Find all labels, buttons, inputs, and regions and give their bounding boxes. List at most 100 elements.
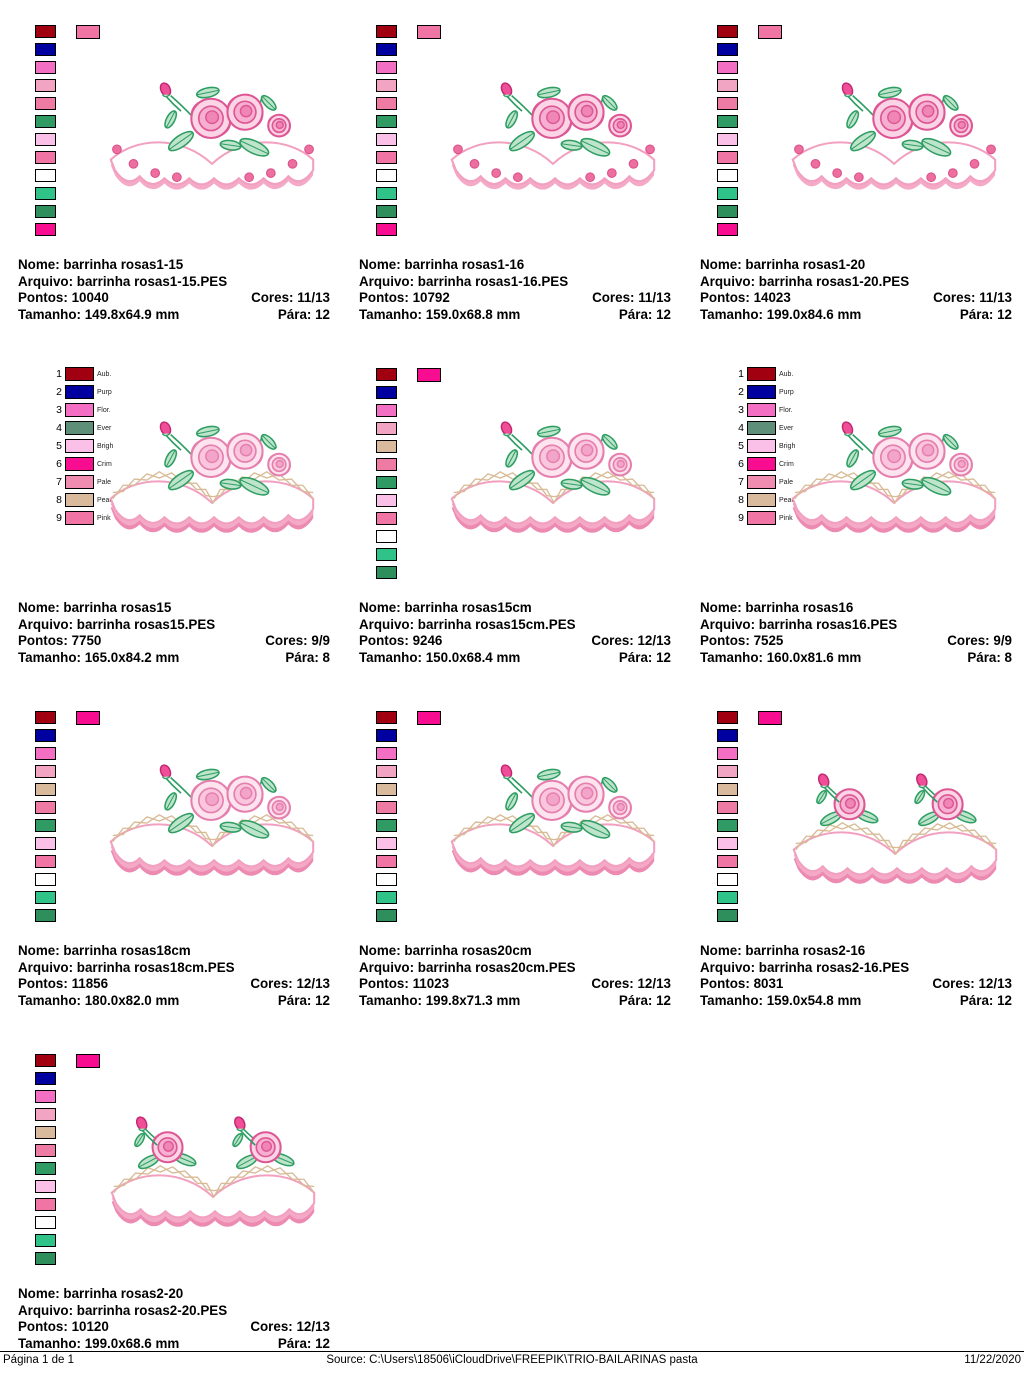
embroidery-design-image [106, 414, 320, 540]
cores-label: Cores: [933, 290, 976, 306]
color-swatch [747, 493, 776, 507]
pontos-label: Pontos: [700, 290, 750, 306]
pontos-label: Pontos: [359, 976, 409, 992]
color-swatch [717, 25, 738, 38]
color-swatch [376, 494, 397, 507]
color-swatch [747, 439, 776, 453]
source-path: Source: C:\Users\18506\iCloudDrive\FREEP… [326, 1354, 698, 1366]
design-info: Nome: barrinha rosas2-16 Arquivo: barrinh… [700, 943, 1012, 1009]
color-number: 1 [738, 368, 744, 380]
design-card: Nome: barrinha rosas1-20 Arquivo: barrinh… [682, 15, 1023, 358]
color-swatch [747, 457, 776, 471]
design-info: Nome: barrinha rosas16 Arquivo: barrinha … [700, 600, 1012, 666]
design-file-value: barrinha rosas18cm.PES [76, 959, 235, 975]
para-group: Pára: 8 [967, 650, 1012, 667]
para-group: Pára: 12 [278, 307, 330, 324]
design-name-value: barrinha rosas15cm [404, 600, 532, 615]
color-swatch [35, 1108, 56, 1121]
color-swatch [717, 151, 738, 164]
para-value: 8 [1004, 649, 1012, 665]
design-file-value: barrinha rosas20cm.PES [417, 959, 576, 975]
design-file-line: Arquivo: barrinha rosas15.PES [18, 617, 330, 634]
nome-label: Nome: [359, 257, 401, 272]
color-number: 5 [738, 440, 744, 452]
nome-label: Nome: [359, 943, 401, 958]
design-file-value: barrinha rosas2-16.PES [758, 959, 910, 975]
para-label: Pára: [277, 992, 312, 1008]
color-swatch [35, 747, 56, 760]
palette-row: 8 Peac [40, 493, 113, 507]
nome-label: Nome: [700, 257, 742, 272]
tamanho-label: Tamanho: [18, 306, 81, 322]
color-number: 5 [56, 440, 62, 452]
design-card: Nome: barrinha rosas2-16 Arquivo: barrinh… [682, 701, 1023, 1044]
para-value: 8 [322, 649, 330, 665]
color-swatch [35, 891, 56, 904]
tamanho-value: 149.8x64.9 mm [84, 306, 180, 322]
color-name: Pale [97, 478, 112, 486]
color-swatch [35, 43, 56, 56]
design-file-line: Arquivo: barrinha rosas18cm.PES [18, 960, 330, 977]
color-swatch [717, 891, 738, 904]
thread-color-palette [717, 25, 738, 236]
design-card: Nome: barrinha rosas15cm Arquivo: barrinh… [341, 358, 682, 701]
pontos-label: Pontos: [18, 633, 68, 649]
para-label: Pára: [959, 306, 994, 322]
para-value: 12 [997, 992, 1012, 1008]
design-stitch-line: Pontos: 10792 Cores: 11/13 [359, 290, 671, 307]
color-name: Flor. [779, 406, 793, 414]
color-swatch-extra [417, 368, 441, 382]
cores-group: Cores: 12/13 [250, 1319, 330, 1336]
design-card: 1 Aub. 2 Purp 3 Flor. 4 Ever 5 Brigh 6 Crim 7 Pale 8 Pe… [0, 358, 341, 701]
design-name-value: barrinha rosas1-20 [745, 257, 866, 272]
tamanho-label: Tamanho: [18, 649, 81, 665]
design-info: Nome: barrinha rosas15cm Arquivo: barrinh… [359, 600, 671, 666]
design-name-value: barrinha rosas15 [63, 600, 172, 615]
tamanho-label: Tamanho: [359, 992, 422, 1008]
palette-row: 1 Aub. [40, 367, 113, 381]
design-size-line: Tamanho: 199.0x68.6 mm Pára: 12 [18, 1336, 330, 1353]
print-date: 11/22/2020 [964, 1354, 1021, 1366]
cores-value: 11/13 [638, 290, 671, 306]
color-name: Crim [779, 460, 794, 468]
design-card: Nome: barrinha rosas1-16 Arquivo: barrinh… [341, 15, 682, 358]
color-swatch [376, 440, 397, 453]
color-swatch [376, 368, 397, 381]
color-name: Ever [97, 424, 112, 432]
para-value: 12 [315, 306, 330, 322]
color-swatch [717, 97, 738, 110]
color-swatch [35, 909, 56, 922]
color-swatch [376, 133, 397, 146]
color-name: Brigh [779, 442, 796, 450]
design-file-line: Arquivo: barrinha rosas16.PES [700, 617, 1012, 634]
cores-group: Cores: 9/9 [265, 633, 330, 650]
color-swatch [717, 711, 738, 724]
cores-label: Cores: [591, 976, 634, 992]
color-swatch [376, 79, 397, 92]
color-number: 8 [738, 494, 744, 506]
color-swatch [747, 475, 776, 489]
design-info: Nome: barrinha rosas18cm Arquivo: barrinh… [18, 943, 330, 1009]
color-swatch [35, 1162, 56, 1175]
palette-row: 5 Brigh [722, 439, 795, 453]
color-name: Crim [97, 460, 112, 468]
pontos-group: Pontos: 14023 [700, 290, 791, 307]
color-swatch [35, 729, 56, 742]
design-file-value: barrinha rosas1-16.PES [417, 273, 569, 289]
color-swatch [717, 765, 738, 778]
color-swatch [376, 169, 397, 182]
color-number: 9 [738, 512, 744, 524]
color-swatch [376, 909, 397, 922]
tamanho-group: Tamanho: 199.8x71.3 mm [359, 993, 520, 1010]
color-swatch [717, 801, 738, 814]
para-label: Pára: [618, 992, 653, 1008]
color-swatch [376, 747, 397, 760]
tamanho-label: Tamanho: [18, 992, 81, 1008]
cores-value: 12/13 [296, 976, 330, 992]
design-file-value: barrinha rosas1-20.PES [758, 273, 910, 289]
thread-color-palette [35, 25, 56, 236]
arquivo-label: Arquivo: [359, 273, 415, 289]
color-swatch [35, 133, 56, 146]
design-name-line: Nome: barrinha rosas15cm [359, 600, 671, 617]
color-swatch [376, 837, 397, 850]
